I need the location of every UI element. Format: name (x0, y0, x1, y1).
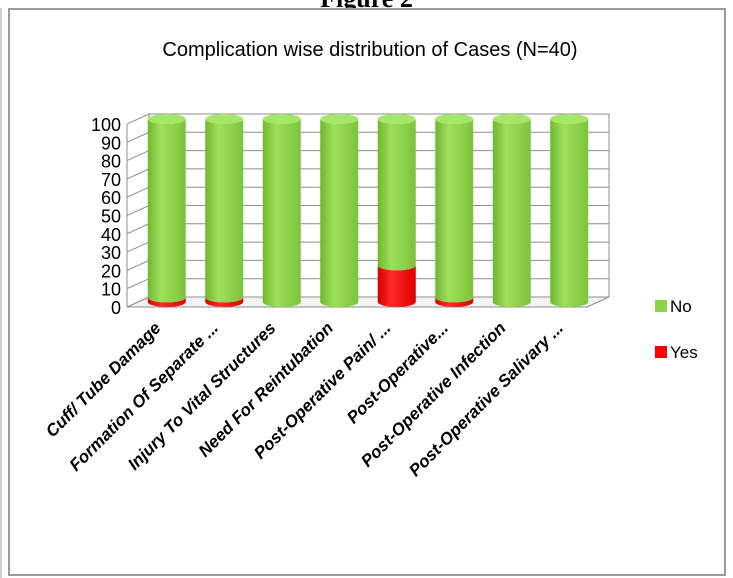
legend-label-no: No (670, 297, 692, 316)
legend-swatch-yes (655, 346, 667, 358)
bar-top (147, 114, 186, 124)
bar-body (377, 119, 416, 271)
chart-title: Complication wise distribution of Cases … (162, 39, 577, 61)
bar-segment-no (262, 114, 301, 307)
y-tick-label: 50 (101, 207, 121, 227)
legend-swatch-no (655, 300, 667, 312)
bar-body (205, 297, 244, 307)
y-tick-label: 70 (101, 170, 121, 190)
bar-segment-no (377, 114, 416, 271)
bar-top (205, 114, 244, 124)
bar-body (205, 119, 244, 303)
bar-body (377, 265, 416, 307)
bar-body (147, 119, 186, 303)
legend-label-yes: Yes (670, 343, 698, 362)
x-tick-label: Post-Operative... (343, 318, 452, 427)
legend: No Yes (655, 297, 698, 362)
bar-top (320, 114, 359, 124)
floor (126, 296, 610, 308)
y-tick-label: 60 (101, 188, 121, 208)
y-tick-label: 40 (101, 225, 121, 245)
bar-segment-no (147, 114, 186, 303)
bar-segment-no (435, 114, 474, 303)
y-tick-label: 80 (101, 152, 121, 172)
bar-top (262, 114, 301, 124)
y-tick-label: 10 (101, 280, 121, 300)
bar-top (550, 114, 589, 124)
bar-segment-no (205, 114, 244, 303)
bar-body (147, 297, 186, 307)
bars (147, 114, 589, 307)
bar-segment-no (550, 114, 589, 307)
bar-body (492, 119, 531, 307)
bar-body (435, 297, 474, 307)
bar-body (320, 119, 359, 307)
chart-walls (126, 113, 610, 308)
y-tick-label: 0 (111, 298, 121, 318)
bar-body (435, 119, 474, 303)
page-edge (0, 8, 2, 578)
bar-body (262, 119, 301, 307)
y-tick-label: 100 (91, 115, 121, 135)
gridline (126, 113, 609, 125)
y-tick-label: 30 (101, 243, 121, 263)
bar-top (435, 114, 474, 124)
bar-top (492, 114, 531, 124)
bar-top (377, 114, 416, 124)
bar-segment-no (492, 114, 531, 307)
y-tick-label: 20 (101, 261, 121, 281)
bar-body (550, 119, 589, 307)
y-tick-label: 90 (101, 133, 121, 153)
bar-segment-no (320, 114, 359, 307)
